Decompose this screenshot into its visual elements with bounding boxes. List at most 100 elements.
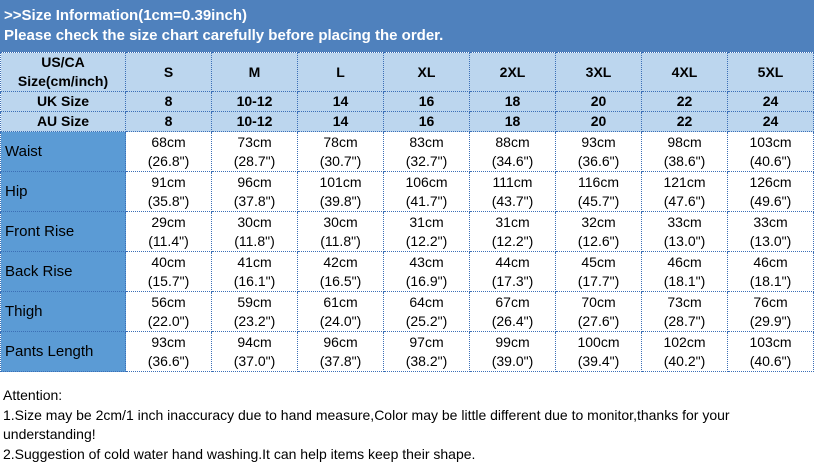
header-row: US/CA Size(cm/inch) S M L XL 2XL 3XL 4XL 5XL <box>0 52 814 92</box>
measurement-cell: 43cm (16.9") <box>383 251 470 292</box>
inch-value: (13.0") <box>663 232 706 249</box>
measurement-cell: 83cm (32.7") <box>383 131 470 172</box>
inch-value: (18.1") <box>663 272 706 289</box>
cm-value: 91cm <box>151 173 186 190</box>
measurement-label: Hip <box>0 171 126 212</box>
measurement-cell: 56cm (22.0") <box>125 291 212 332</box>
measurement-cell: 116cm (45.7") <box>555 171 642 212</box>
cm-value: 97cm <box>409 333 444 350</box>
inch-value: (27.6") <box>577 312 620 329</box>
inch-value: (40.2") <box>663 352 706 369</box>
measurement-label: Pants Length <box>0 331 126 372</box>
inch-value: (23.2") <box>233 312 276 329</box>
cm-value: 31cm <box>495 213 530 230</box>
inch-value: (13.0") <box>749 232 792 249</box>
inch-value: (25.2") <box>405 312 448 329</box>
au-size-value: 20 <box>555 111 642 132</box>
cm-value: 88cm <box>495 133 530 150</box>
cm-value: 94cm <box>237 333 272 350</box>
measurement-cell: 31cm (12.2") <box>383 211 470 252</box>
measurement-cell: 76cm (29.9") <box>727 291 814 332</box>
note-2: 2.Suggestion of cold water hand washing.… <box>3 445 476 462</box>
measurement-cell: 102cm (40.2") <box>641 331 728 372</box>
measurement-cell: 31cm (12.2") <box>469 211 556 252</box>
size-chart-table: US/CA Size(cm/inch) S M L XL 2XL 3XL 4XL 5XL UK S… <box>0 52 814 372</box>
cm-value: 101cm <box>319 173 362 190</box>
banner-title: >>Size Information(1cm=0.39inch) <box>4 7 247 24</box>
measurement-cell: 103cm (40.6") <box>727 131 814 172</box>
measurement-cell: 41cm (16.1") <box>211 251 298 292</box>
inch-value: (40.6") <box>749 352 792 369</box>
inch-value: (38.2") <box>405 352 448 369</box>
inch-value: (17.7") <box>577 272 620 289</box>
inch-value: (17.3") <box>491 272 534 289</box>
inch-value: (39.4") <box>577 352 620 369</box>
inch-value: (15.7") <box>147 272 190 289</box>
size-header: XL <box>383 52 470 92</box>
measurement-cell: 46cm (18.1") <box>641 251 728 292</box>
inch-value: (29.9") <box>749 312 792 329</box>
measurement-cell: 45cm (17.7") <box>555 251 642 292</box>
inch-value: (49.6") <box>749 192 792 209</box>
measurement-cell: 121cm (47.6") <box>641 171 728 212</box>
inch-value: (22.0") <box>147 312 190 329</box>
measurement-label: Waist <box>0 131 126 172</box>
uk-size-row: UK Size 8 10-12 14 16 18 20 22 24 <box>0 91 814 112</box>
inch-value: (16.5") <box>319 272 362 289</box>
measurement-cell: 73cm (28.7") <box>211 131 298 172</box>
cm-value: 96cm <box>237 173 272 190</box>
size-header: S <box>125 52 212 92</box>
cm-value: 61cm <box>323 293 358 310</box>
measurement-cell: 68cm (26.8") <box>125 131 212 172</box>
size-header: 4XL <box>641 52 728 92</box>
uk-size-value: 18 <box>469 91 556 112</box>
measurement-cell: 64cm (25.2") <box>383 291 470 332</box>
inch-value: (35.8") <box>147 192 190 209</box>
measurement-cell: 111cm (43.7") <box>469 171 556 212</box>
inch-value: (40.6") <box>749 152 792 169</box>
cm-value: 103cm <box>749 133 792 150</box>
measurement-cell: 96cm (37.8") <box>297 331 384 372</box>
uk-size-value: 10-12 <box>211 91 298 112</box>
cm-value: 100cm <box>577 333 620 350</box>
cm-value: 30cm <box>323 213 358 230</box>
uk-size-value: 16 <box>383 91 470 112</box>
au-size-value: 14 <box>297 111 384 132</box>
cm-value: 93cm <box>151 333 186 350</box>
inch-value: (11.8") <box>320 232 361 249</box>
measurement-label: Thigh <box>0 291 126 332</box>
cm-value: 98cm <box>667 133 702 150</box>
measurement-cell: 73cm (28.7") <box>641 291 728 332</box>
inch-value: (36.6") <box>147 352 190 369</box>
cm-value: 30cm <box>237 213 272 230</box>
cm-value: 33cm <box>753 213 788 230</box>
cm-value: 73cm <box>237 133 272 150</box>
inch-value: (28.7") <box>663 312 706 329</box>
cm-value: 83cm <box>409 133 444 150</box>
inch-value: (41.7") <box>405 192 448 209</box>
measurement-cell: 40cm (15.7") <box>125 251 212 292</box>
au-size-value: 18 <box>469 111 556 132</box>
au-size-row: AU Size 8 10-12 14 16 18 20 22 24 <box>0 111 814 132</box>
inch-value: (37.8") <box>319 352 362 369</box>
cm-value: 68cm <box>151 133 186 150</box>
uk-size-value: 24 <box>727 91 814 112</box>
inch-value: (36.6") <box>577 152 620 169</box>
measurement-cell: 103cm (40.6") <box>727 331 814 372</box>
inch-value: (45.7") <box>577 192 620 209</box>
note-heading: Attention: <box>3 387 63 403</box>
measurement-cell: 101cm (39.8") <box>297 171 384 212</box>
au-size-value: 24 <box>727 111 814 132</box>
inch-value: (34.6") <box>491 152 534 169</box>
cm-value: 103cm <box>749 333 792 350</box>
size-header: M <box>211 52 298 92</box>
measurement-cell: 33cm (13.0") <box>727 211 814 252</box>
cm-value: 96cm <box>323 333 358 350</box>
cm-value: 102cm <box>663 333 706 350</box>
measurement-cell: 94cm (37.0") <box>211 331 298 372</box>
cm-value: 67cm <box>495 293 530 310</box>
measurement-cell: 91cm (35.8") <box>125 171 212 212</box>
measurement-cell: 96cm (37.8") <box>211 171 298 212</box>
cm-value: 43cm <box>409 253 444 270</box>
au-size-value: 16 <box>383 111 470 132</box>
